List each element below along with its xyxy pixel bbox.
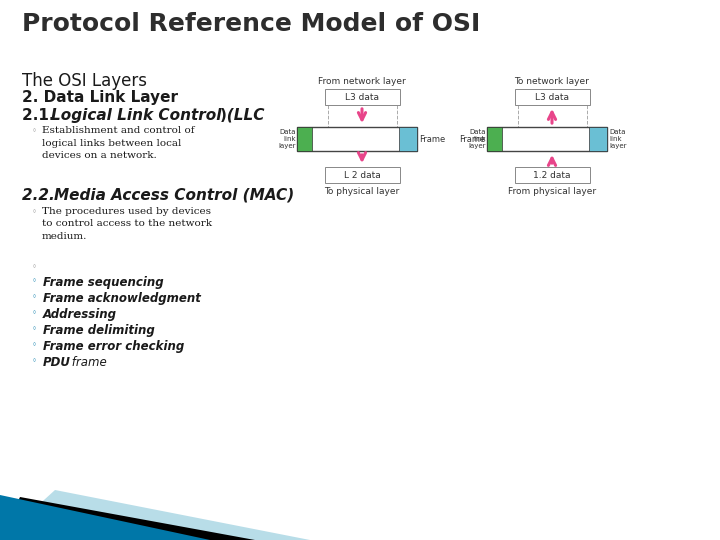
Bar (487, 127, 607, 151)
Text: Frame: Frame (419, 134, 445, 144)
Text: ◦: ◦ (32, 126, 37, 135)
Text: ◦: ◦ (32, 324, 37, 333)
Bar (297, 127, 417, 151)
Text: Addressing: Addressing (43, 308, 117, 321)
Text: ◦: ◦ (32, 262, 37, 271)
Polygon shape (0, 497, 255, 540)
Text: Frame error checking: Frame error checking (43, 340, 184, 353)
Polygon shape (0, 495, 210, 540)
Text: From network layer: From network layer (318, 77, 406, 86)
Text: Frame delimiting: Frame delimiting (43, 324, 155, 337)
Text: Media Access Control (MAC): Media Access Control (MAC) (54, 188, 294, 203)
Text: 2.1.: 2.1. (22, 108, 60, 123)
Text: T2: T2 (489, 134, 500, 144)
Text: ◦: ◦ (32, 292, 37, 301)
Text: ◦: ◦ (32, 308, 37, 317)
Bar (515, 89, 590, 105)
Text: Protocol Reference Model of OSI: Protocol Reference Model of OSI (22, 12, 480, 36)
Bar (515, 167, 590, 183)
Text: L 2 data: L 2 data (343, 171, 380, 179)
Polygon shape (0, 490, 310, 540)
Text: Data
link
layer: Data link layer (279, 129, 296, 149)
Text: Frame acknowledgment: Frame acknowledgment (43, 292, 201, 305)
Bar (325, 89, 400, 105)
Text: ◦: ◦ (32, 207, 37, 216)
Text: ◦: ◦ (32, 340, 37, 349)
Text: PDU: PDU (43, 356, 71, 369)
Bar (487, 127, 502, 151)
Text: Data
link
layer: Data link layer (469, 129, 486, 149)
Text: L3 data: L3 data (535, 92, 569, 102)
Bar (589, 127, 607, 151)
Text: Frame: Frame (459, 134, 485, 144)
Text: ◦: ◦ (32, 276, 37, 285)
Text: ◦: ◦ (32, 356, 37, 365)
Text: Establishment and control of
logical links between local
devices on a network.: Establishment and control of logical lin… (42, 126, 194, 160)
Text: Data
link
layer: Data link layer (609, 129, 626, 149)
Text: H2: H2 (402, 134, 414, 144)
Text: ): ) (220, 108, 227, 123)
Text: H2: H2 (592, 134, 604, 144)
Text: 1.2 data: 1.2 data (534, 171, 571, 179)
Text: 2.2.: 2.2. (22, 188, 60, 203)
Text: 2. Data Link Layer: 2. Data Link Layer (22, 90, 178, 105)
Text: L3 data: L3 data (345, 92, 379, 102)
Text: frame: frame (68, 356, 107, 369)
Text: To physical layer: To physical layer (325, 187, 400, 196)
Text: From physical layer: From physical layer (508, 187, 596, 196)
Bar (399, 127, 417, 151)
Text: Logical Link Control (LLC: Logical Link Control (LLC (51, 108, 264, 123)
Text: To network layer: To network layer (515, 77, 590, 86)
Text: T2: T2 (300, 134, 310, 144)
Text: Frame sequencing: Frame sequencing (43, 276, 163, 289)
Bar (297, 127, 312, 151)
Bar (325, 167, 400, 183)
Text: The procedures used by devices
to control access to the network
medium.: The procedures used by devices to contro… (42, 207, 212, 241)
Text: The OSI Layers: The OSI Layers (22, 72, 147, 90)
